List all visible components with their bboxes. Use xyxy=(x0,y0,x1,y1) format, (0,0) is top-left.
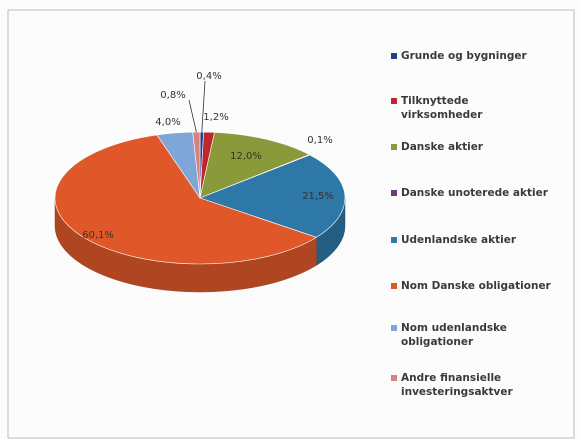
legend-item: Danske unoterede aktier xyxy=(391,186,562,200)
legend-label: Tilknyttede virksomheder xyxy=(401,95,483,121)
legend-label: Nom udenlandske obligationer xyxy=(401,322,507,348)
legend-item: Tilknyttede virksomheder xyxy=(391,94,562,122)
legend-swatch xyxy=(391,98,397,104)
legend-label: Danske unoterede aktier xyxy=(401,187,548,199)
slice xyxy=(199,132,311,199)
legend-swatch xyxy=(391,53,397,59)
legend-swatch xyxy=(391,283,397,289)
legend-item: Udenlandske aktier xyxy=(391,233,562,247)
data-label: 12,0% xyxy=(230,151,262,162)
data-label: 0,4% xyxy=(196,71,221,82)
legend-item: Nom Danske obligationer xyxy=(391,279,562,293)
legend-label: Grunde og bygninger xyxy=(401,50,527,62)
data-label: 0,8% xyxy=(160,90,185,101)
legend-item: Andre finansielle investeringsaktver xyxy=(391,371,562,399)
leader-line xyxy=(201,80,206,133)
legend-label: Udenlandske aktier xyxy=(401,234,517,246)
legend-item: Grunde og bygninger xyxy=(391,49,562,63)
legend-swatch xyxy=(391,237,397,243)
data-label: 60,1% xyxy=(82,230,114,241)
chart-frame xyxy=(7,9,575,439)
legend-label: Nom Danske obligationer xyxy=(401,280,551,292)
legend-swatch xyxy=(391,375,397,381)
data-label: 4,0% xyxy=(155,117,180,128)
legend-swatch xyxy=(391,325,397,331)
slice xyxy=(199,154,346,238)
leader-line xyxy=(188,99,197,133)
legend-swatch xyxy=(391,144,397,150)
legend-label: Andre finansielle investeringsaktver xyxy=(401,372,513,398)
legend-swatch xyxy=(391,190,397,196)
legend-item: Nom udenlandske obligationer xyxy=(391,321,562,349)
data-label: 21,5% xyxy=(302,191,334,202)
data-label: 1,2% xyxy=(203,112,228,123)
data-label: 0,1% xyxy=(307,135,332,146)
legend-label: Danske aktier xyxy=(401,141,483,153)
legend-item: Danske aktier xyxy=(391,140,562,154)
slice xyxy=(54,134,318,265)
